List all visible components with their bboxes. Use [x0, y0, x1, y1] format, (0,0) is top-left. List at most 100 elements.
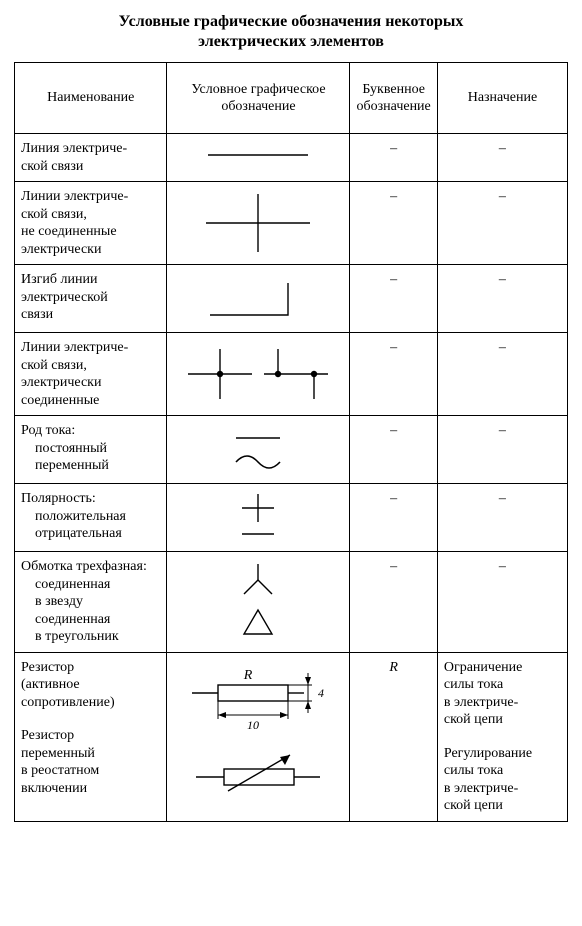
- symbol-cell: [167, 333, 350, 416]
- letter-cell: R: [350, 652, 437, 821]
- symbol-current-type-icon: [188, 422, 328, 477]
- table-row: Обмотка трехфазная: соединенная в звезду…: [15, 552, 568, 653]
- name-text: соединенные: [21, 393, 99, 408]
- name-text: в звезду: [21, 594, 83, 609]
- name-cell: Изгиб линии электрической связи: [15, 265, 167, 333]
- name-text: связи: [21, 307, 53, 322]
- purpose-cell: Ограничение силы тока в электриче- ской …: [437, 652, 567, 821]
- title-line1: Условные графические обозначения некотор…: [119, 13, 464, 30]
- symbol-cell: [167, 265, 350, 333]
- name-cell: Линии электриче- ской связи, электрическ…: [15, 333, 167, 416]
- purpose-cell: –: [437, 484, 567, 552]
- symbol-cell: [167, 134, 350, 182]
- name-text: (активное: [21, 677, 80, 692]
- col-header-symbol: Условное графическое обозначение: [167, 63, 350, 134]
- title-line2: электрических элементов: [198, 33, 384, 50]
- purpose-text: в электриче-: [444, 695, 518, 710]
- name-text: Полярность:: [21, 491, 96, 506]
- name-text: ской связи,: [21, 358, 87, 373]
- table-header-row: Наименование Условное графическое обозна…: [15, 63, 568, 134]
- symbol-line-bend-icon: [188, 271, 328, 326]
- letter-cell: –: [350, 182, 437, 265]
- table-row: Линии электриче- ской связи, не соединен…: [15, 182, 568, 265]
- symbol-cell: [167, 484, 350, 552]
- purpose-cell: –: [437, 333, 567, 416]
- purpose-cell: –: [437, 552, 567, 653]
- symbol-delta-icon: [188, 604, 328, 642]
- col-header-purpose: Назначение: [437, 63, 567, 134]
- dim-label-4: 4: [318, 686, 324, 700]
- purpose-text: силы тока: [444, 677, 503, 692]
- purpose-text: Регулирование: [444, 746, 532, 761]
- symbol-rheostat-icon: [178, 743, 338, 801]
- purpose-text: ской цепи: [444, 712, 503, 727]
- letter-cell: –: [350, 333, 437, 416]
- name-text: Линии электриче-: [21, 189, 128, 204]
- col-header-name: Наименование: [15, 63, 167, 134]
- symbol-cell: [167, 552, 350, 653]
- name-text: в треугольник: [21, 629, 119, 644]
- page-title: Условные графические обозначения некотор…: [14, 12, 568, 52]
- dim-label-10: 10: [247, 718, 259, 732]
- name-cell: Полярность: положительная отрицательная: [15, 484, 167, 552]
- name-cell: Обмотка трехфазная: соединенная в звезду…: [15, 552, 167, 653]
- purpose-cell: –: [437, 416, 567, 484]
- name-text: не соединенные: [21, 224, 117, 239]
- letter-cell: –: [350, 134, 437, 182]
- symbol-cell: [167, 416, 350, 484]
- table-row: Род тока: постоянный переменный – –: [15, 416, 568, 484]
- name-text: ской связи: [21, 159, 83, 174]
- name-text: электрической: [21, 290, 108, 305]
- name-text: ской связи,: [21, 207, 87, 222]
- name-cell: Линия электриче- ской связи: [15, 134, 167, 182]
- symbol-cell: [167, 182, 350, 265]
- symbols-table: Наименование Условное графическое обозна…: [14, 62, 568, 822]
- name-cell: Род тока: постоянный переменный: [15, 416, 167, 484]
- purpose-text: ской цепи: [444, 798, 503, 813]
- dim-label-r: R: [243, 668, 253, 683]
- name-text: положительная: [21, 509, 126, 524]
- name-text: Линия электриче-: [21, 141, 127, 156]
- name-text: переменный: [21, 458, 109, 473]
- name-cell: Линии электриче- ской связи, не соединен…: [15, 182, 167, 265]
- name-text: Обмотка трехфазная:: [21, 559, 147, 574]
- name-text: Резистор: [21, 728, 74, 743]
- name-text: соединенная: [21, 612, 110, 627]
- name-text: в реостатном: [21, 763, 99, 778]
- table-row: Изгиб линии электрической связи – –: [15, 265, 568, 333]
- name-text: электрически: [21, 242, 101, 257]
- name-text: постоянный: [21, 441, 107, 456]
- purpose-text: Ограничение: [444, 660, 523, 675]
- name-text: переменный: [21, 746, 95, 761]
- name-text: соединенная: [21, 577, 110, 592]
- name-text: Род тока:: [21, 423, 75, 438]
- purpose-text: в электриче-: [444, 781, 518, 796]
- letter-cell: –: [350, 265, 437, 333]
- symbol-polarity-icon: [188, 490, 328, 545]
- name-text: включении: [21, 781, 87, 796]
- table-row: Линия электриче- ской связи – –: [15, 134, 568, 182]
- name-text: сопротивление): [21, 695, 115, 710]
- name-text: Линии электриче-: [21, 340, 128, 355]
- name-cell: Резистор (активное сопротивление) Резист…: [15, 652, 167, 821]
- name-text: Резистор: [21, 660, 74, 675]
- name-text: электрически: [21, 375, 101, 390]
- symbol-line-icon: [188, 140, 328, 170]
- table-row: Линии электриче- ской связи, электрическ…: [15, 333, 568, 416]
- table-row: Полярность: положительная отрицательная …: [15, 484, 568, 552]
- symbol-star-icon: [188, 558, 328, 598]
- table-row: Резистор (активное сопротивление) Резист…: [15, 652, 568, 821]
- symbol-cell: R 10 4: [167, 652, 350, 821]
- purpose-cell: –: [437, 182, 567, 265]
- purpose-cell: –: [437, 265, 567, 333]
- purpose-text: силы тока: [444, 763, 503, 778]
- purpose-cell: –: [437, 134, 567, 182]
- name-text: отрицательная: [21, 526, 122, 541]
- symbol-resistor-dim-icon: R 10 4: [178, 659, 338, 737]
- letter-cell: –: [350, 552, 437, 653]
- symbol-connected-nodes-icon: [178, 339, 338, 409]
- symbol-cross-unconnected-icon: [188, 188, 328, 258]
- letter-cell: –: [350, 416, 437, 484]
- letter-cell: –: [350, 484, 437, 552]
- name-text: Изгиб линии: [21, 272, 97, 287]
